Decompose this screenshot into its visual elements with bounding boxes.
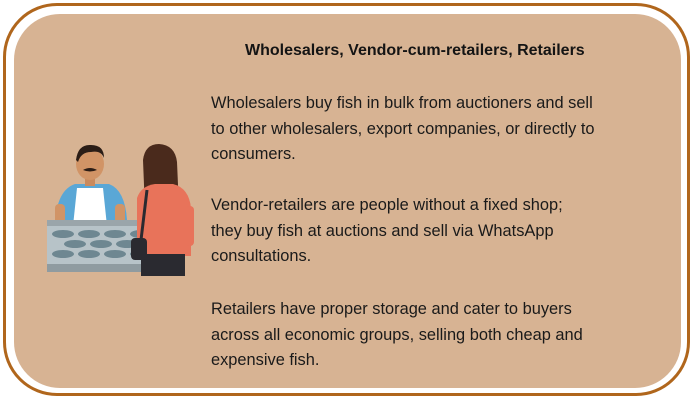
wholesalers-paragraph: Wholesalers buy fish in bulk from auctio… (211, 94, 595, 164)
card-title: Wholesalers, Vendor-cum-retailers, Retai… (245, 42, 585, 59)
vendor-retailers-paragraph: Vendor-retailers are people without a fi… (211, 196, 563, 266)
customer-figure (131, 144, 194, 276)
fish-market-illustration (47, 144, 194, 276)
retailers-paragraph: Retailers have proper storage and cater … (211, 300, 583, 370)
fishmonger-figure (55, 144, 127, 226)
info-card (14, 14, 681, 388)
